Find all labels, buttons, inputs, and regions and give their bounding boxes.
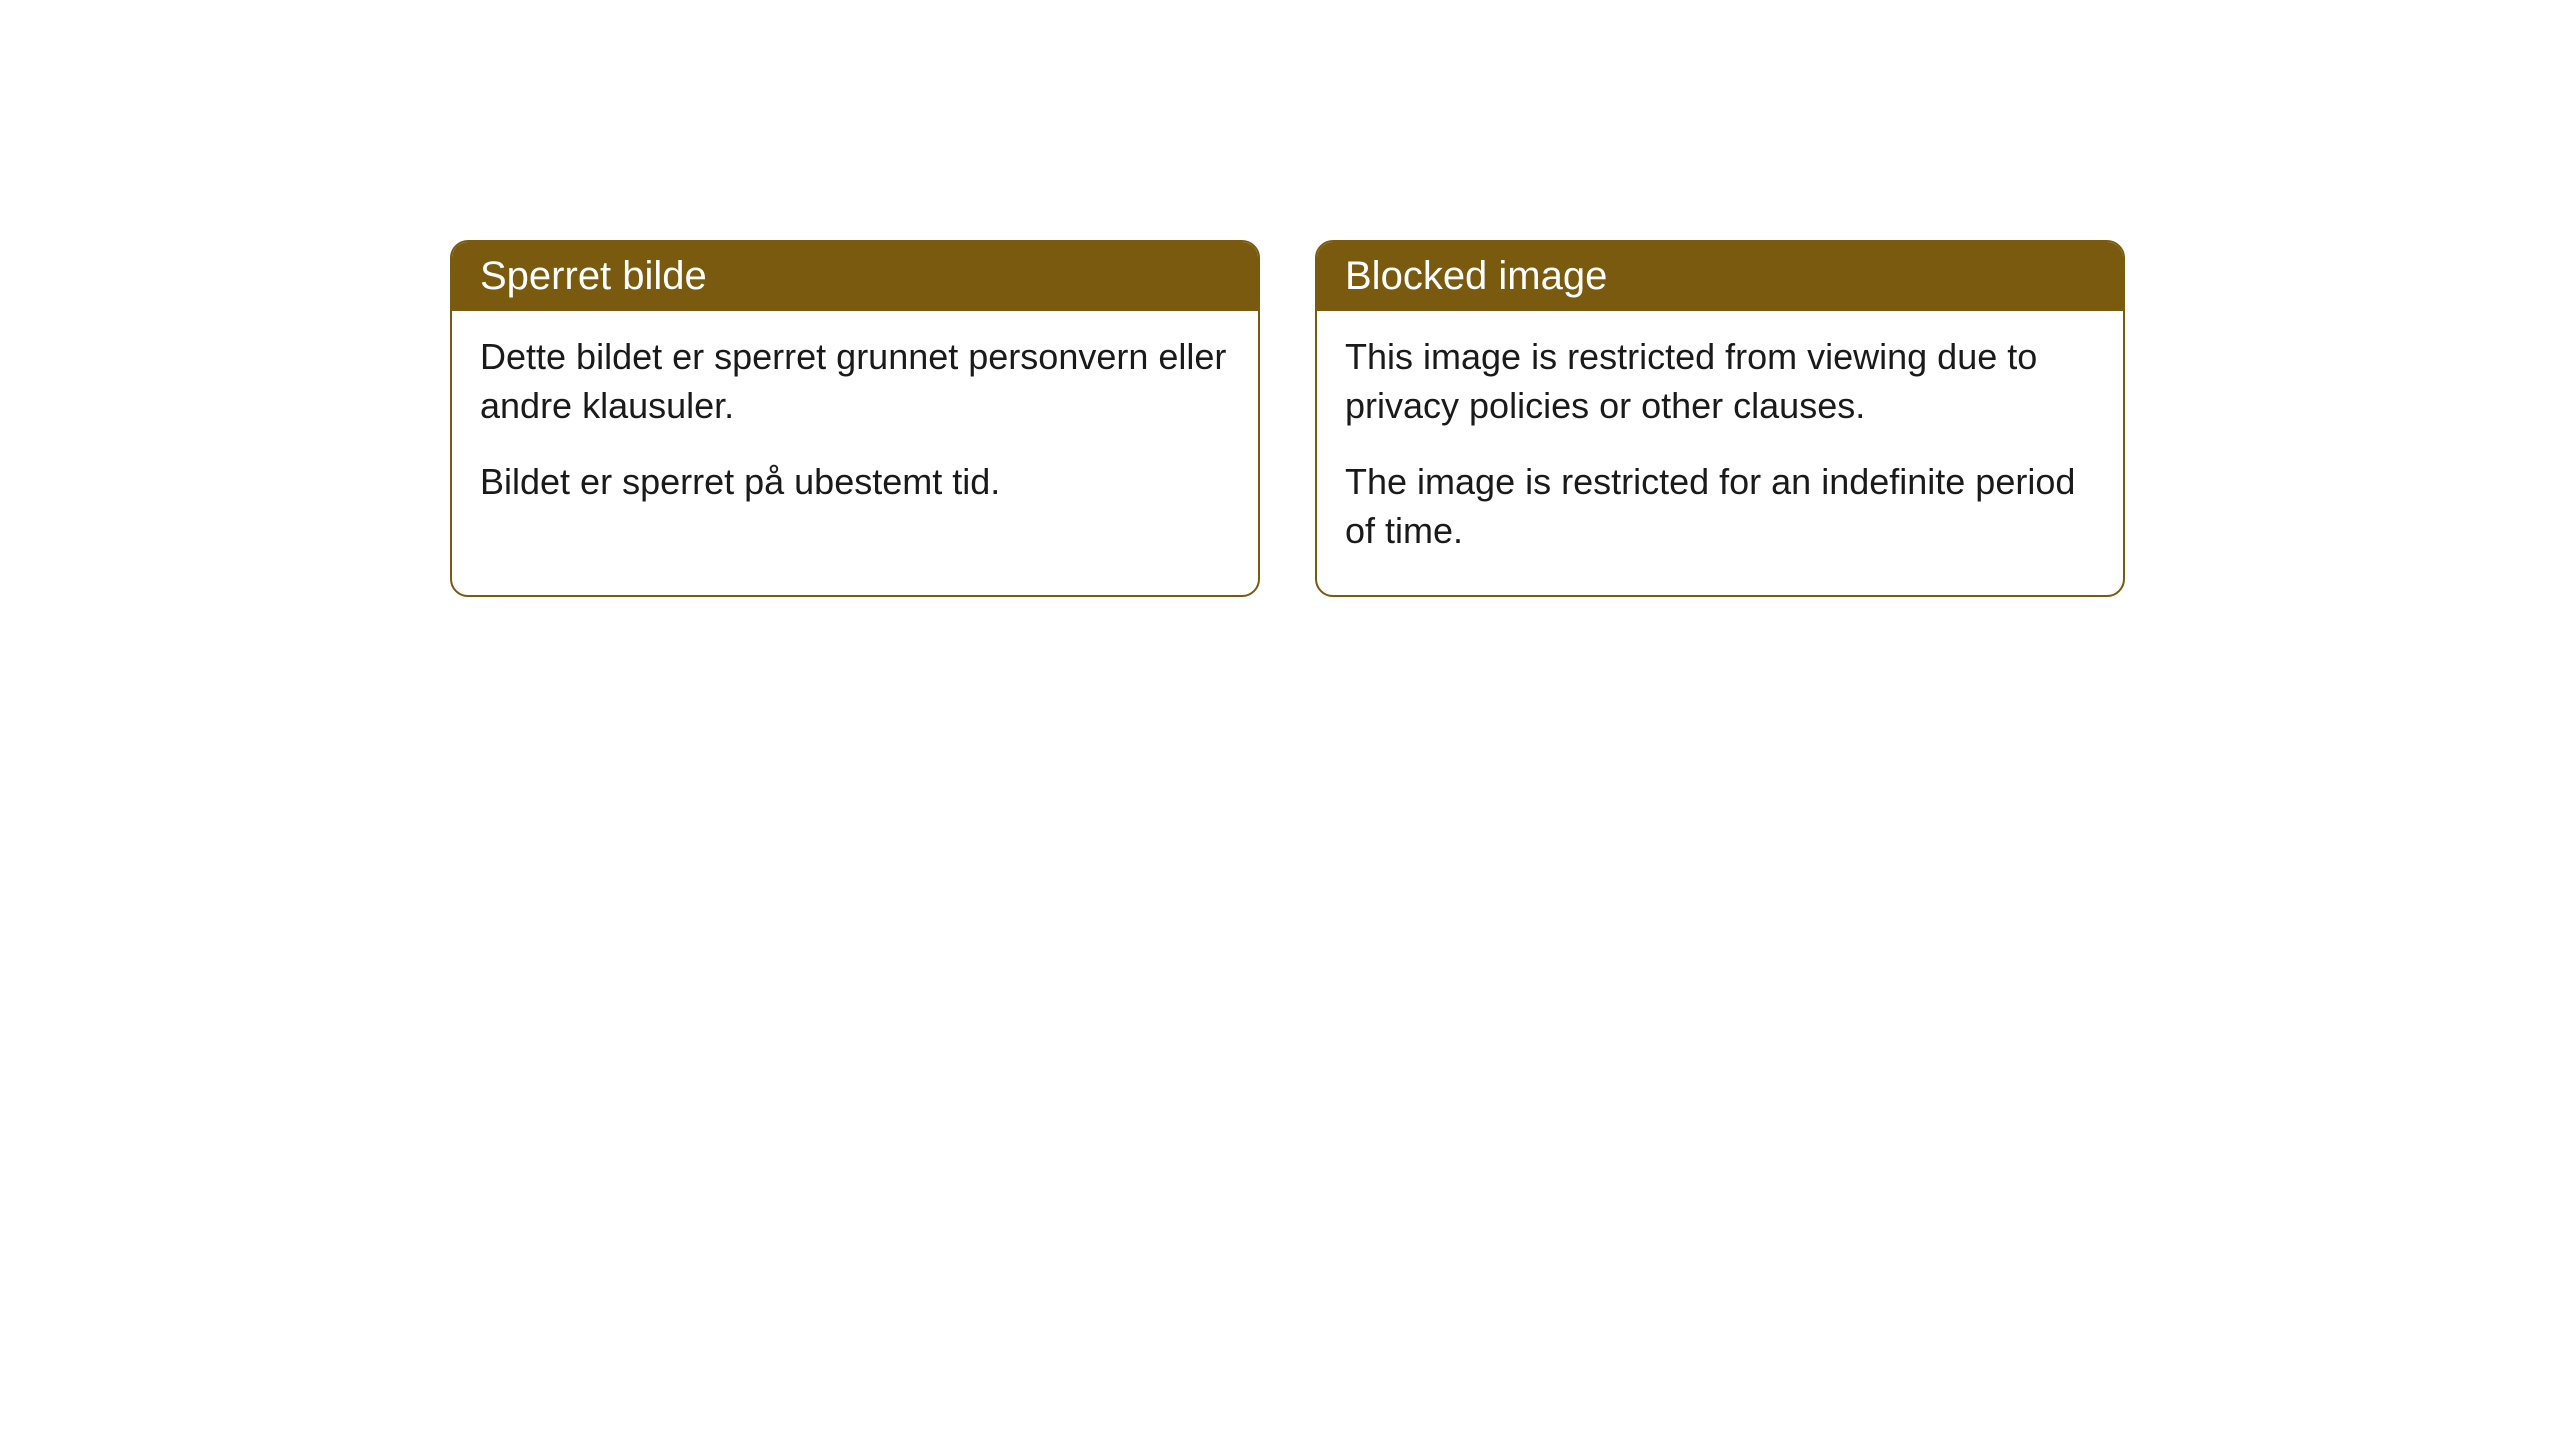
card-title: Sperret bilde xyxy=(480,254,707,298)
card-title: Blocked image xyxy=(1345,254,1607,298)
blocked-image-card-norwegian: Sperret bilde Dette bildet er sperret gr… xyxy=(450,240,1260,597)
card-header: Blocked image xyxy=(1317,242,2123,311)
card-paragraph: The image is restricted for an indefinit… xyxy=(1345,458,2095,555)
blocked-image-card-english: Blocked image This image is restricted f… xyxy=(1315,240,2125,597)
card-body: This image is restricted from viewing du… xyxy=(1317,311,2123,595)
card-body: Dette bildet er sperret grunnet personve… xyxy=(452,311,1258,547)
card-paragraph: Bildet er sperret på ubestemt tid. xyxy=(480,458,1230,507)
card-paragraph: Dette bildet er sperret grunnet personve… xyxy=(480,333,1230,430)
card-header: Sperret bilde xyxy=(452,242,1258,311)
card-paragraph: This image is restricted from viewing du… xyxy=(1345,333,2095,430)
notice-cards-container: Sperret bilde Dette bildet er sperret gr… xyxy=(450,240,2125,597)
